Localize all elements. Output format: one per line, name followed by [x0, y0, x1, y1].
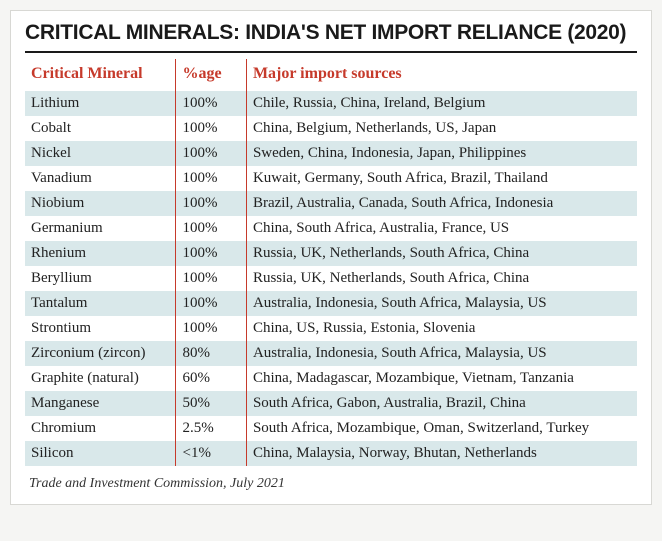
table-row: Cobalt100%China, Belgium, Netherlands, U…: [25, 116, 637, 141]
table-row: Niobium100%Brazil, Australia, Canada, So…: [25, 191, 637, 216]
pct-cell: 100%: [176, 166, 246, 191]
pct-cell: 100%: [176, 116, 246, 141]
sources-cell: China, Malaysia, Norway, Bhutan, Netherl…: [246, 441, 637, 466]
mineral-cell: Rhenium: [25, 241, 176, 266]
pct-cell: 60%: [176, 366, 246, 391]
table-row: Graphite (natural)60%China, Madagascar, …: [25, 366, 637, 391]
sources-cell: South Africa, Gabon, Australia, Brazil, …: [246, 391, 637, 416]
mineral-cell: Graphite (natural): [25, 366, 176, 391]
sources-cell: Australia, Indonesia, South Africa, Mala…: [246, 341, 637, 366]
pct-cell: <1%: [176, 441, 246, 466]
table-row: Manganese50%South Africa, Gabon, Austral…: [25, 391, 637, 416]
mineral-cell: Tantalum: [25, 291, 176, 316]
table-row: Tantalum100%Australia, Indonesia, South …: [25, 291, 637, 316]
sources-cell: China, Madagascar, Mozambique, Vietnam, …: [246, 366, 637, 391]
pct-cell: 100%: [176, 91, 246, 116]
pct-cell: 100%: [176, 241, 246, 266]
sources-cell: China, Belgium, Netherlands, US, Japan: [246, 116, 637, 141]
table-row: Strontium100%China, US, Russia, Estonia,…: [25, 316, 637, 341]
pct-cell: 80%: [176, 341, 246, 366]
mineral-cell: Silicon: [25, 441, 176, 466]
table-row: Germanium100%China, South Africa, Austra…: [25, 216, 637, 241]
sources-cell: Brazil, Australia, Canada, South Africa,…: [246, 191, 637, 216]
mineral-cell: Beryllium: [25, 266, 176, 291]
mineral-cell: Lithium: [25, 91, 176, 116]
mineral-cell: Germanium: [25, 216, 176, 241]
mineral-cell: Nickel: [25, 141, 176, 166]
sources-cell: South Africa, Mozambique, Oman, Switzerl…: [246, 416, 637, 441]
pct-cell: 100%: [176, 266, 246, 291]
sources-cell: Russia, UK, Netherlands, South Africa, C…: [246, 266, 637, 291]
mineral-cell: Zirconium (zircon): [25, 341, 176, 366]
sources-cell: Kuwait, Germany, South Africa, Brazil, T…: [246, 166, 637, 191]
pct-cell: 100%: [176, 316, 246, 341]
pct-cell: 100%: [176, 216, 246, 241]
minerals-table: Critical Mineral %age Major import sourc…: [25, 59, 637, 466]
table-row: Nickel100%Sweden, China, Indonesia, Japa…: [25, 141, 637, 166]
source-note: Trade and Investment Commission, July 20…: [25, 466, 637, 496]
table-row: Silicon<1%China, Malaysia, Norway, Bhuta…: [25, 441, 637, 466]
pct-cell: 2.5%: [176, 416, 246, 441]
mineral-cell: Cobalt: [25, 116, 176, 141]
table-row: Vanadium100%Kuwait, Germany, South Afric…: [25, 166, 637, 191]
sources-cell: China, South Africa, Australia, France, …: [246, 216, 637, 241]
table-header-row: Critical Mineral %age Major import sourc…: [25, 59, 637, 91]
table-row: Lithium100%Chile, Russia, China, Ireland…: [25, 91, 637, 116]
table-row: Chromium2.5%South Africa, Mozambique, Om…: [25, 416, 637, 441]
mineral-cell: Chromium: [25, 416, 176, 441]
col-header-pct: %age: [176, 59, 246, 91]
mineral-cell: Manganese: [25, 391, 176, 416]
col-header-mineral: Critical Mineral: [25, 59, 176, 91]
pct-cell: 100%: [176, 141, 246, 166]
table-row: Beryllium100%Russia, UK, Netherlands, So…: [25, 266, 637, 291]
mineral-cell: Strontium: [25, 316, 176, 341]
mineral-cell: Niobium: [25, 191, 176, 216]
sources-cell: Australia, Indonesia, South Africa, Mala…: [246, 291, 637, 316]
table-row: Zirconium (zircon)80%Australia, Indonesi…: [25, 341, 637, 366]
page-title: CRITICAL MINERALS: INDIA'S NET IMPORT RE…: [25, 21, 637, 53]
mineral-cell: Vanadium: [25, 166, 176, 191]
pct-cell: 50%: [176, 391, 246, 416]
sources-cell: Chile, Russia, China, Ireland, Belgium: [246, 91, 637, 116]
col-header-sources: Major import sources: [246, 59, 637, 91]
sources-cell: Sweden, China, Indonesia, Japan, Philipp…: [246, 141, 637, 166]
sources-cell: China, US, Russia, Estonia, Slovenia: [246, 316, 637, 341]
sources-cell: Russia, UK, Netherlands, South Africa, C…: [246, 241, 637, 266]
pct-cell: 100%: [176, 191, 246, 216]
table-card: CRITICAL MINERALS: INDIA'S NET IMPORT RE…: [10, 10, 652, 505]
pct-cell: 100%: [176, 291, 246, 316]
table-row: Rhenium100%Russia, UK, Netherlands, Sout…: [25, 241, 637, 266]
